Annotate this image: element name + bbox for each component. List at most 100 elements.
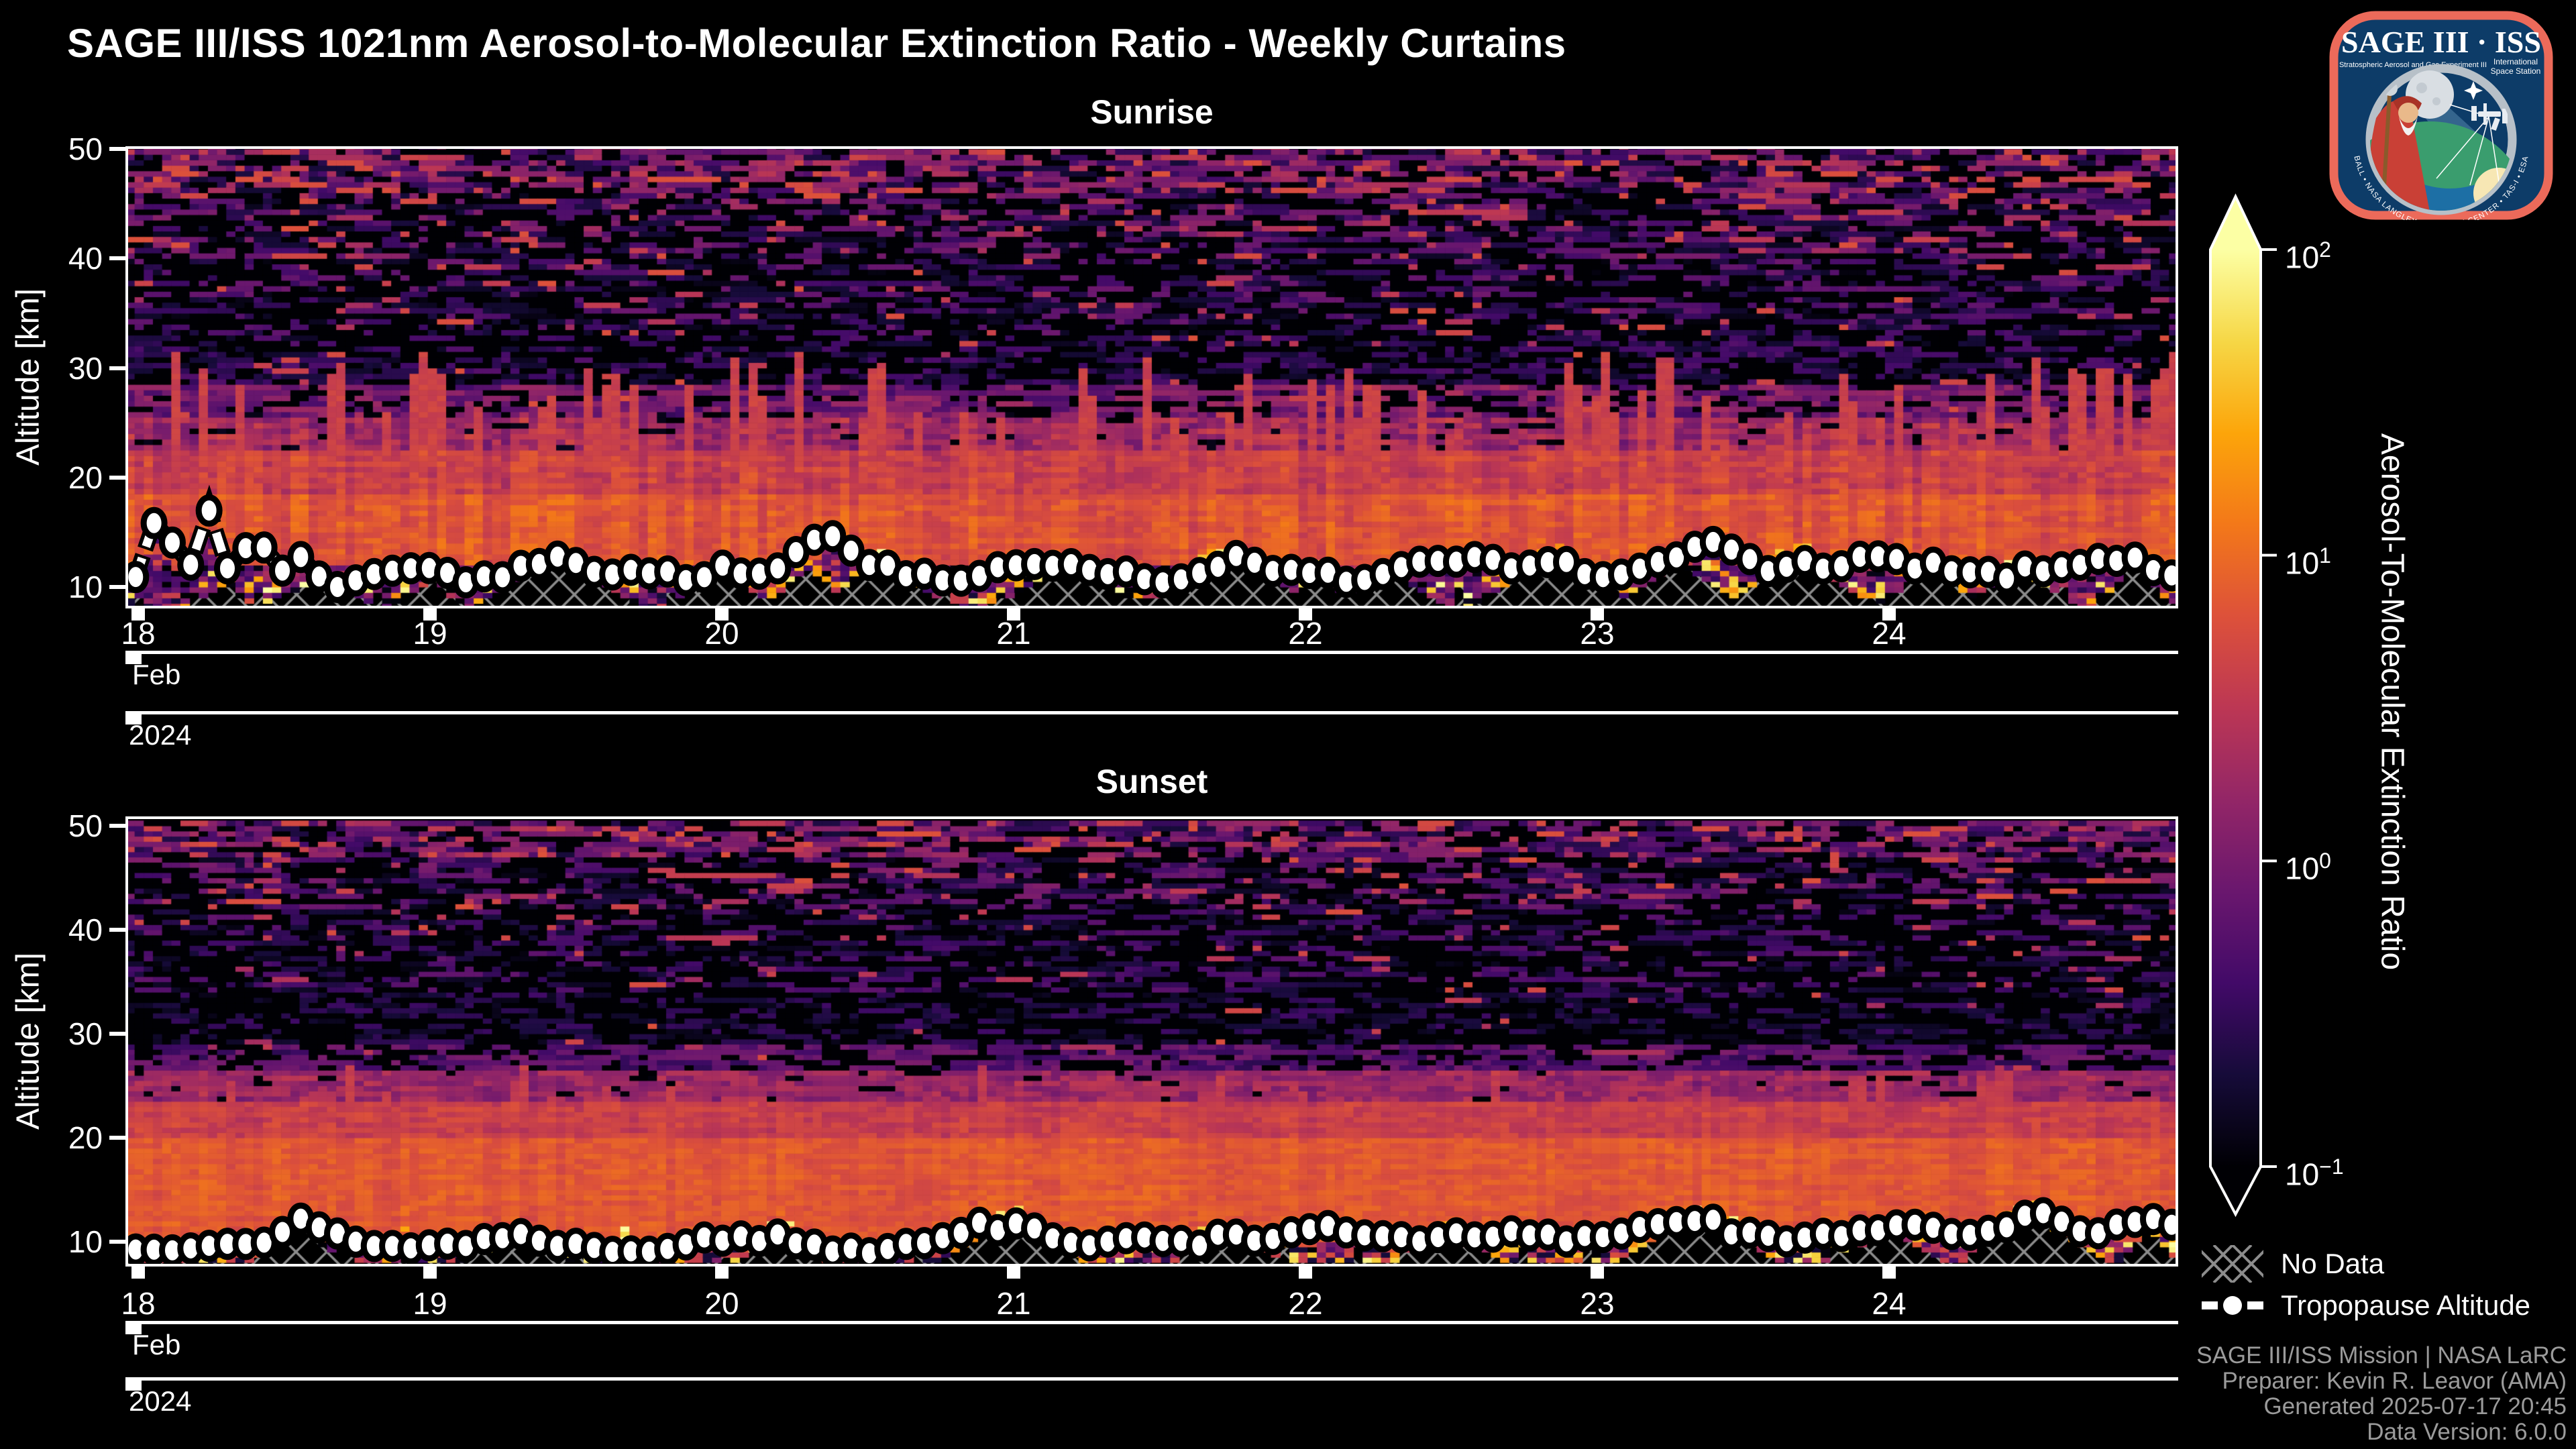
- y-tick-label: 20: [68, 460, 103, 495]
- month-label: Feb: [132, 659, 181, 690]
- x-tick-mark: [131, 1267, 145, 1279]
- year-label: 2024: [129, 719, 192, 751]
- month-axis-line: [125, 651, 2178, 654]
- x-tick-label: 22: [1288, 1286, 1323, 1321]
- tropopause-marker: [764, 552, 792, 585]
- x-tick-mark: [1299, 1267, 1312, 1279]
- y-tick-label: 10: [68, 1224, 103, 1259]
- x-tick-mark: [1591, 1267, 1604, 1279]
- year-axis-tick: [125, 1381, 142, 1391]
- tropopause-marker: [1699, 1203, 1727, 1236]
- x-tick-label: 20: [704, 616, 739, 651]
- colorbar: [2209, 193, 2277, 1218]
- tropopause-marker: [287, 541, 315, 574]
- legend-item-no-data: No Data: [2202, 1245, 2384, 1283]
- x-tick-label: 21: [996, 616, 1031, 651]
- heatmap-canvas-sunrise: [125, 146, 2178, 608]
- y-tick-label: 30: [68, 350, 103, 386]
- y-tick-label: 40: [68, 912, 103, 947]
- tropopause-marker: [269, 554, 297, 587]
- x-tick-label: 23: [1580, 1286, 1615, 1321]
- tropopause-overlay-sunset: [125, 816, 2178, 1267]
- logo-iss-label-1: International: [2493, 57, 2538, 66]
- tropopause-marker: [158, 526, 186, 559]
- attribution-preparer: Preparer: Kevin R. Leavor (AMA): [2222, 1368, 2567, 1394]
- colorbar-axis-label: Aerosol-To-Molecular Extinction Ratio: [2374, 433, 2410, 971]
- y-tick-label: 20: [68, 1120, 103, 1155]
- colorbar-ticks: [2261, 248, 2277, 1168]
- y-tick-mark: [109, 1032, 125, 1036]
- x-tick-mark: [715, 608, 729, 621]
- tropopause-marker: [125, 561, 150, 594]
- x-tick-mark: [1007, 608, 1020, 621]
- colorbar-bar: [2209, 193, 2262, 1218]
- year-label: 2024: [129, 1385, 192, 1417]
- colorbar-tick-label: 100: [2285, 849, 2331, 886]
- figure-title: SAGE III/ISS 1021nm Aerosol-to-Molecular…: [67, 21, 1566, 66]
- attribution-version: Data Version: 6.0.0: [2367, 1419, 2567, 1445]
- tropopause-marker: [837, 534, 865, 567]
- tropopause-marker: [177, 548, 205, 581]
- mission-patch-logo: SAGE III · ISS Stratospheric Aerosol and…: [2329, 11, 2553, 220]
- y-tick-label: 50: [68, 808, 103, 843]
- attribution-block: SAGE III/ISS Mission | NASA LaRC Prepare…: [2196, 1343, 2567, 1445]
- y-tick-mark: [109, 147, 125, 151]
- y-tick-label: 40: [68, 241, 103, 276]
- y-tick-mark: [109, 475, 125, 480]
- y-tick-label: 50: [68, 131, 103, 166]
- x-tick-label: 19: [413, 616, 447, 651]
- colorbar-tick-label: 10−1: [2285, 1155, 2344, 1192]
- y-tick-mark: [109, 585, 125, 589]
- x-tick-mark: [1299, 608, 1312, 621]
- x-tick-label: 18: [121, 616, 156, 651]
- attribution-mission: SAGE III/ISS Mission | NASA LaRC: [2196, 1342, 2567, 1368]
- y-tick-mark: [109, 824, 125, 828]
- month-axis-line: [125, 1321, 2178, 1324]
- x-tick-mark: [131, 608, 145, 621]
- x-tick-mark: [1007, 1267, 1020, 1279]
- y-tick-mark: [109, 366, 125, 370]
- tropopause-marker: [140, 506, 168, 539]
- tropopause-marker: [213, 552, 241, 585]
- x-tick-label: 24: [1872, 1286, 1907, 1321]
- plot-area-sunrise: [125, 146, 2178, 608]
- no-data-hatch-icon: [2202, 1245, 2263, 1283]
- tropopause-overlay-sunrise: [125, 146, 2178, 608]
- attribution-generated: Generated 2025-07-17 20:45: [2263, 1393, 2567, 1419]
- plot-spine: [125, 146, 2178, 608]
- x-tick-label: 19: [413, 1286, 447, 1321]
- heatmap-canvas-sunset: [125, 816, 2178, 1267]
- month-axis-tick: [125, 654, 142, 664]
- tropopause-marker: [2158, 559, 2178, 592]
- legend-label-tropopause: Tropopause Altitude: [2281, 1289, 2531, 1321]
- year-axis-tick: [125, 714, 142, 724]
- y-tick-label: 10: [68, 570, 103, 604]
- x-tick-label: 18: [121, 1286, 156, 1321]
- tropopause-line-icon: [2202, 1296, 2263, 1315]
- colorbar-tick-label: 102: [2285, 237, 2331, 275]
- x-tick-label: 23: [1580, 616, 1615, 651]
- year-axis-line: [125, 711, 2178, 714]
- x-tick-mark: [1882, 1267, 1896, 1279]
- tropopause-marker: [2158, 1208, 2178, 1241]
- month-axis-tick: [125, 1324, 142, 1334]
- x-tick-mark: [423, 608, 437, 621]
- x-tick-label: 21: [996, 1286, 1031, 1321]
- logo-iss-label-2: Space Station: [2491, 66, 2541, 76]
- y-tick-mark: [109, 1136, 125, 1140]
- tropopause-marker: [269, 1216, 297, 1248]
- year-axis-line: [125, 1377, 2178, 1381]
- x-tick-mark: [715, 1267, 729, 1279]
- logo-star: [2464, 81, 2483, 100]
- plot-spine: [125, 816, 2178, 1267]
- tropopause-marker: [250, 531, 278, 564]
- x-tick-label: 22: [1288, 616, 1323, 651]
- y-tick-label: 30: [68, 1016, 103, 1051]
- tropopause-marker: [195, 494, 223, 527]
- legend-label-no-data: No Data: [2281, 1248, 2385, 1279]
- x-tick-mark: [1591, 608, 1604, 621]
- logo-iss: [2471, 103, 2508, 131]
- x-tick-label: 20: [704, 1286, 739, 1321]
- x-tick-label: 24: [1872, 616, 1907, 651]
